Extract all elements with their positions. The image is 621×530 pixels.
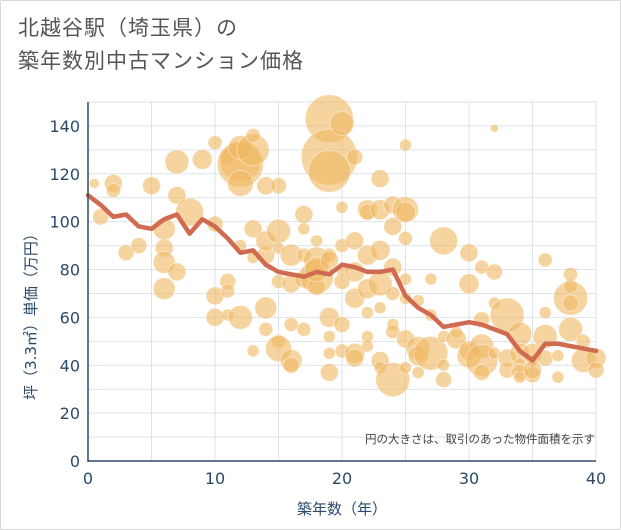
data-bubble bbox=[360, 306, 374, 320]
axis-layer: 0 20 40 60 80 100 120 140 0 10 20 30 40 bbox=[49, 102, 606, 488]
y-tick-label: 140 bbox=[49, 117, 80, 136]
x-tick-label: 30 bbox=[459, 469, 479, 488]
y-tick-label: 0 bbox=[70, 452, 80, 471]
y-tick-label: 40 bbox=[60, 356, 80, 375]
data-bubble bbox=[335, 200, 349, 214]
data-bubble bbox=[360, 339, 374, 353]
data-bubble bbox=[398, 231, 413, 246]
data-bubble bbox=[435, 371, 453, 389]
x-tick-label: 40 bbox=[586, 469, 606, 488]
data-bubble bbox=[243, 219, 263, 239]
data-bubble bbox=[152, 277, 176, 301]
data-bubble bbox=[538, 306, 552, 320]
data-bubble bbox=[563, 266, 578, 282]
data-bubble bbox=[473, 364, 491, 381]
title-line-1: 北越谷駅（埼玉県）の bbox=[18, 16, 238, 40]
data-bubble bbox=[322, 330, 336, 343]
data-bubble bbox=[191, 149, 213, 170]
data-bubble bbox=[270, 177, 287, 195]
data-bubble bbox=[322, 346, 336, 360]
data-bubble bbox=[537, 252, 553, 268]
y-tick-label: 120 bbox=[49, 165, 80, 184]
data-bubble bbox=[307, 150, 351, 193]
data-bubble bbox=[562, 294, 579, 312]
data-bubble bbox=[489, 123, 499, 133]
data-bubble bbox=[167, 185, 187, 205]
data-bubble bbox=[207, 135, 223, 151]
data-bubble bbox=[319, 363, 339, 382]
data-bubble bbox=[587, 361, 605, 379]
data-bubble bbox=[297, 222, 311, 236]
data-bubble bbox=[220, 283, 236, 299]
x-axis-label: 築年数（年） bbox=[297, 500, 387, 518]
x-tick-label: 20 bbox=[332, 469, 352, 488]
data-bubble bbox=[254, 296, 278, 320]
data-bubble bbox=[130, 237, 148, 255]
data-bubble bbox=[296, 321, 312, 337]
data-bubble bbox=[117, 244, 135, 262]
data-bubble bbox=[551, 349, 565, 363]
data-bubble bbox=[92, 208, 110, 226]
data-bubble bbox=[345, 348, 365, 368]
chart-title: 北越谷駅（埼玉県）の 築年数別中古マンション価格 bbox=[18, 12, 304, 78]
data-bubble bbox=[258, 321, 274, 337]
data-bubble bbox=[246, 344, 260, 358]
data-bubble bbox=[383, 217, 403, 236]
data-bubble bbox=[370, 169, 390, 188]
data-bubble bbox=[385, 286, 401, 301]
data-bubble bbox=[266, 218, 291, 244]
data-bubble bbox=[226, 169, 254, 197]
data-bubble bbox=[346, 148, 364, 166]
data-bubble bbox=[458, 273, 480, 295]
data-bubble bbox=[429, 226, 459, 256]
data-bubble bbox=[345, 231, 365, 251]
data-bubble bbox=[167, 262, 187, 282]
data-bubble bbox=[523, 360, 542, 380]
bubble-layer bbox=[88, 94, 607, 398]
data-bubble bbox=[282, 356, 300, 374]
y-tick-label: 60 bbox=[60, 308, 80, 327]
data-bubble bbox=[106, 183, 121, 198]
data-bubble bbox=[437, 358, 451, 372]
data-bubble bbox=[551, 370, 565, 384]
data-bubble bbox=[283, 317, 299, 332]
data-bubble bbox=[369, 239, 391, 261]
data-bubble bbox=[373, 301, 387, 315]
data-bubble bbox=[333, 316, 351, 333]
data-bubble bbox=[310, 234, 324, 248]
data-bubble bbox=[319, 250, 339, 270]
data-bubble bbox=[142, 176, 161, 196]
data-bubble bbox=[164, 149, 190, 175]
trend-line-layer bbox=[85, 193, 599, 363]
title-line-2: 築年数別中古マンション価格 bbox=[18, 49, 304, 73]
x-tick-label: 10 bbox=[205, 469, 225, 488]
average-price-line bbox=[85, 193, 599, 363]
bubble-size-note: 円の大きさは、取引のあった物件面積を示す bbox=[365, 432, 595, 446]
data-bubble bbox=[485, 263, 503, 281]
data-bubble bbox=[245, 128, 261, 143]
data-bubble bbox=[294, 205, 314, 224]
data-bubble bbox=[205, 307, 225, 327]
data-bubble bbox=[395, 201, 416, 223]
x-tick-label: 0 bbox=[83, 469, 93, 488]
data-bubble bbox=[88, 177, 100, 189]
y-tick-label: 20 bbox=[60, 404, 80, 423]
y-tick-label: 100 bbox=[49, 213, 80, 232]
data-bubble bbox=[399, 138, 412, 152]
data-bubble bbox=[558, 316, 583, 342]
data-bubble bbox=[227, 304, 253, 330]
data-bubble bbox=[459, 243, 479, 263]
data-bubble bbox=[411, 366, 425, 379]
y-tick-label: 80 bbox=[60, 261, 80, 280]
data-bubble bbox=[424, 272, 438, 286]
data-bubble bbox=[399, 361, 412, 375]
data-bubble bbox=[329, 111, 355, 136]
y-axis-label: 坪（3.3㎡）単価（万円） bbox=[22, 226, 40, 400]
